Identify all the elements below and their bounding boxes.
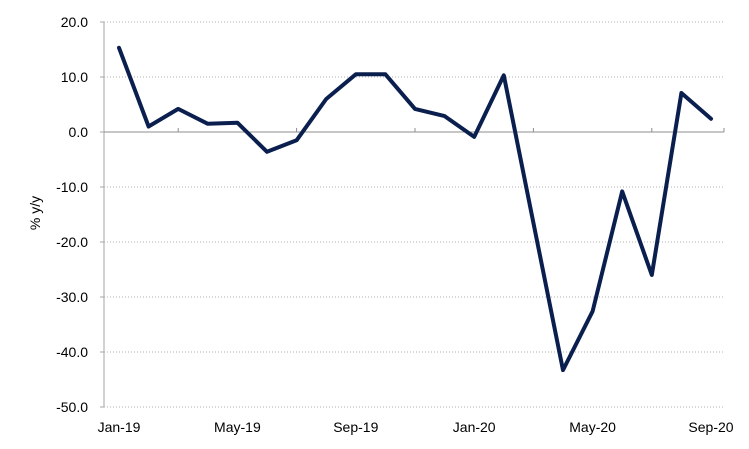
y-tick-label: -40.0 <box>56 344 88 360</box>
x-tick-label: May-20 <box>569 419 616 435</box>
series-line <box>117 45 713 373</box>
y-tick-label: -50.0 <box>56 399 88 415</box>
y-tick-label: 10.0 <box>61 69 88 85</box>
series-lines <box>117 45 713 373</box>
gridlines <box>104 21 724 408</box>
y-tick-label: -10.0 <box>56 179 88 195</box>
y-tick-label: 0.0 <box>69 124 89 140</box>
x-tick-label: Sep-19 <box>333 419 378 435</box>
y-tick-label: -30.0 <box>56 289 88 305</box>
x-tick-label: Jan-19 <box>98 419 141 435</box>
y-tick-label: -20.0 <box>56 234 88 250</box>
y-axis-label: % y/y <box>27 196 43 230</box>
x-tick-labels: Jan-19 May-19 Sep-19 Jan-20 May-20 Sep-20 <box>98 419 734 435</box>
y-tick-labels: 20.0 10.0 0.0 -10.0 -20.0 -30.0 -40.0 -50.0 <box>56 14 88 415</box>
x-tick-label: Sep-20 <box>688 419 733 435</box>
y-tick-label: 20.0 <box>61 14 88 30</box>
axes <box>100 21 725 408</box>
x-tick-label: Jan-20 <box>453 419 496 435</box>
x-tick-label: May-19 <box>214 419 261 435</box>
